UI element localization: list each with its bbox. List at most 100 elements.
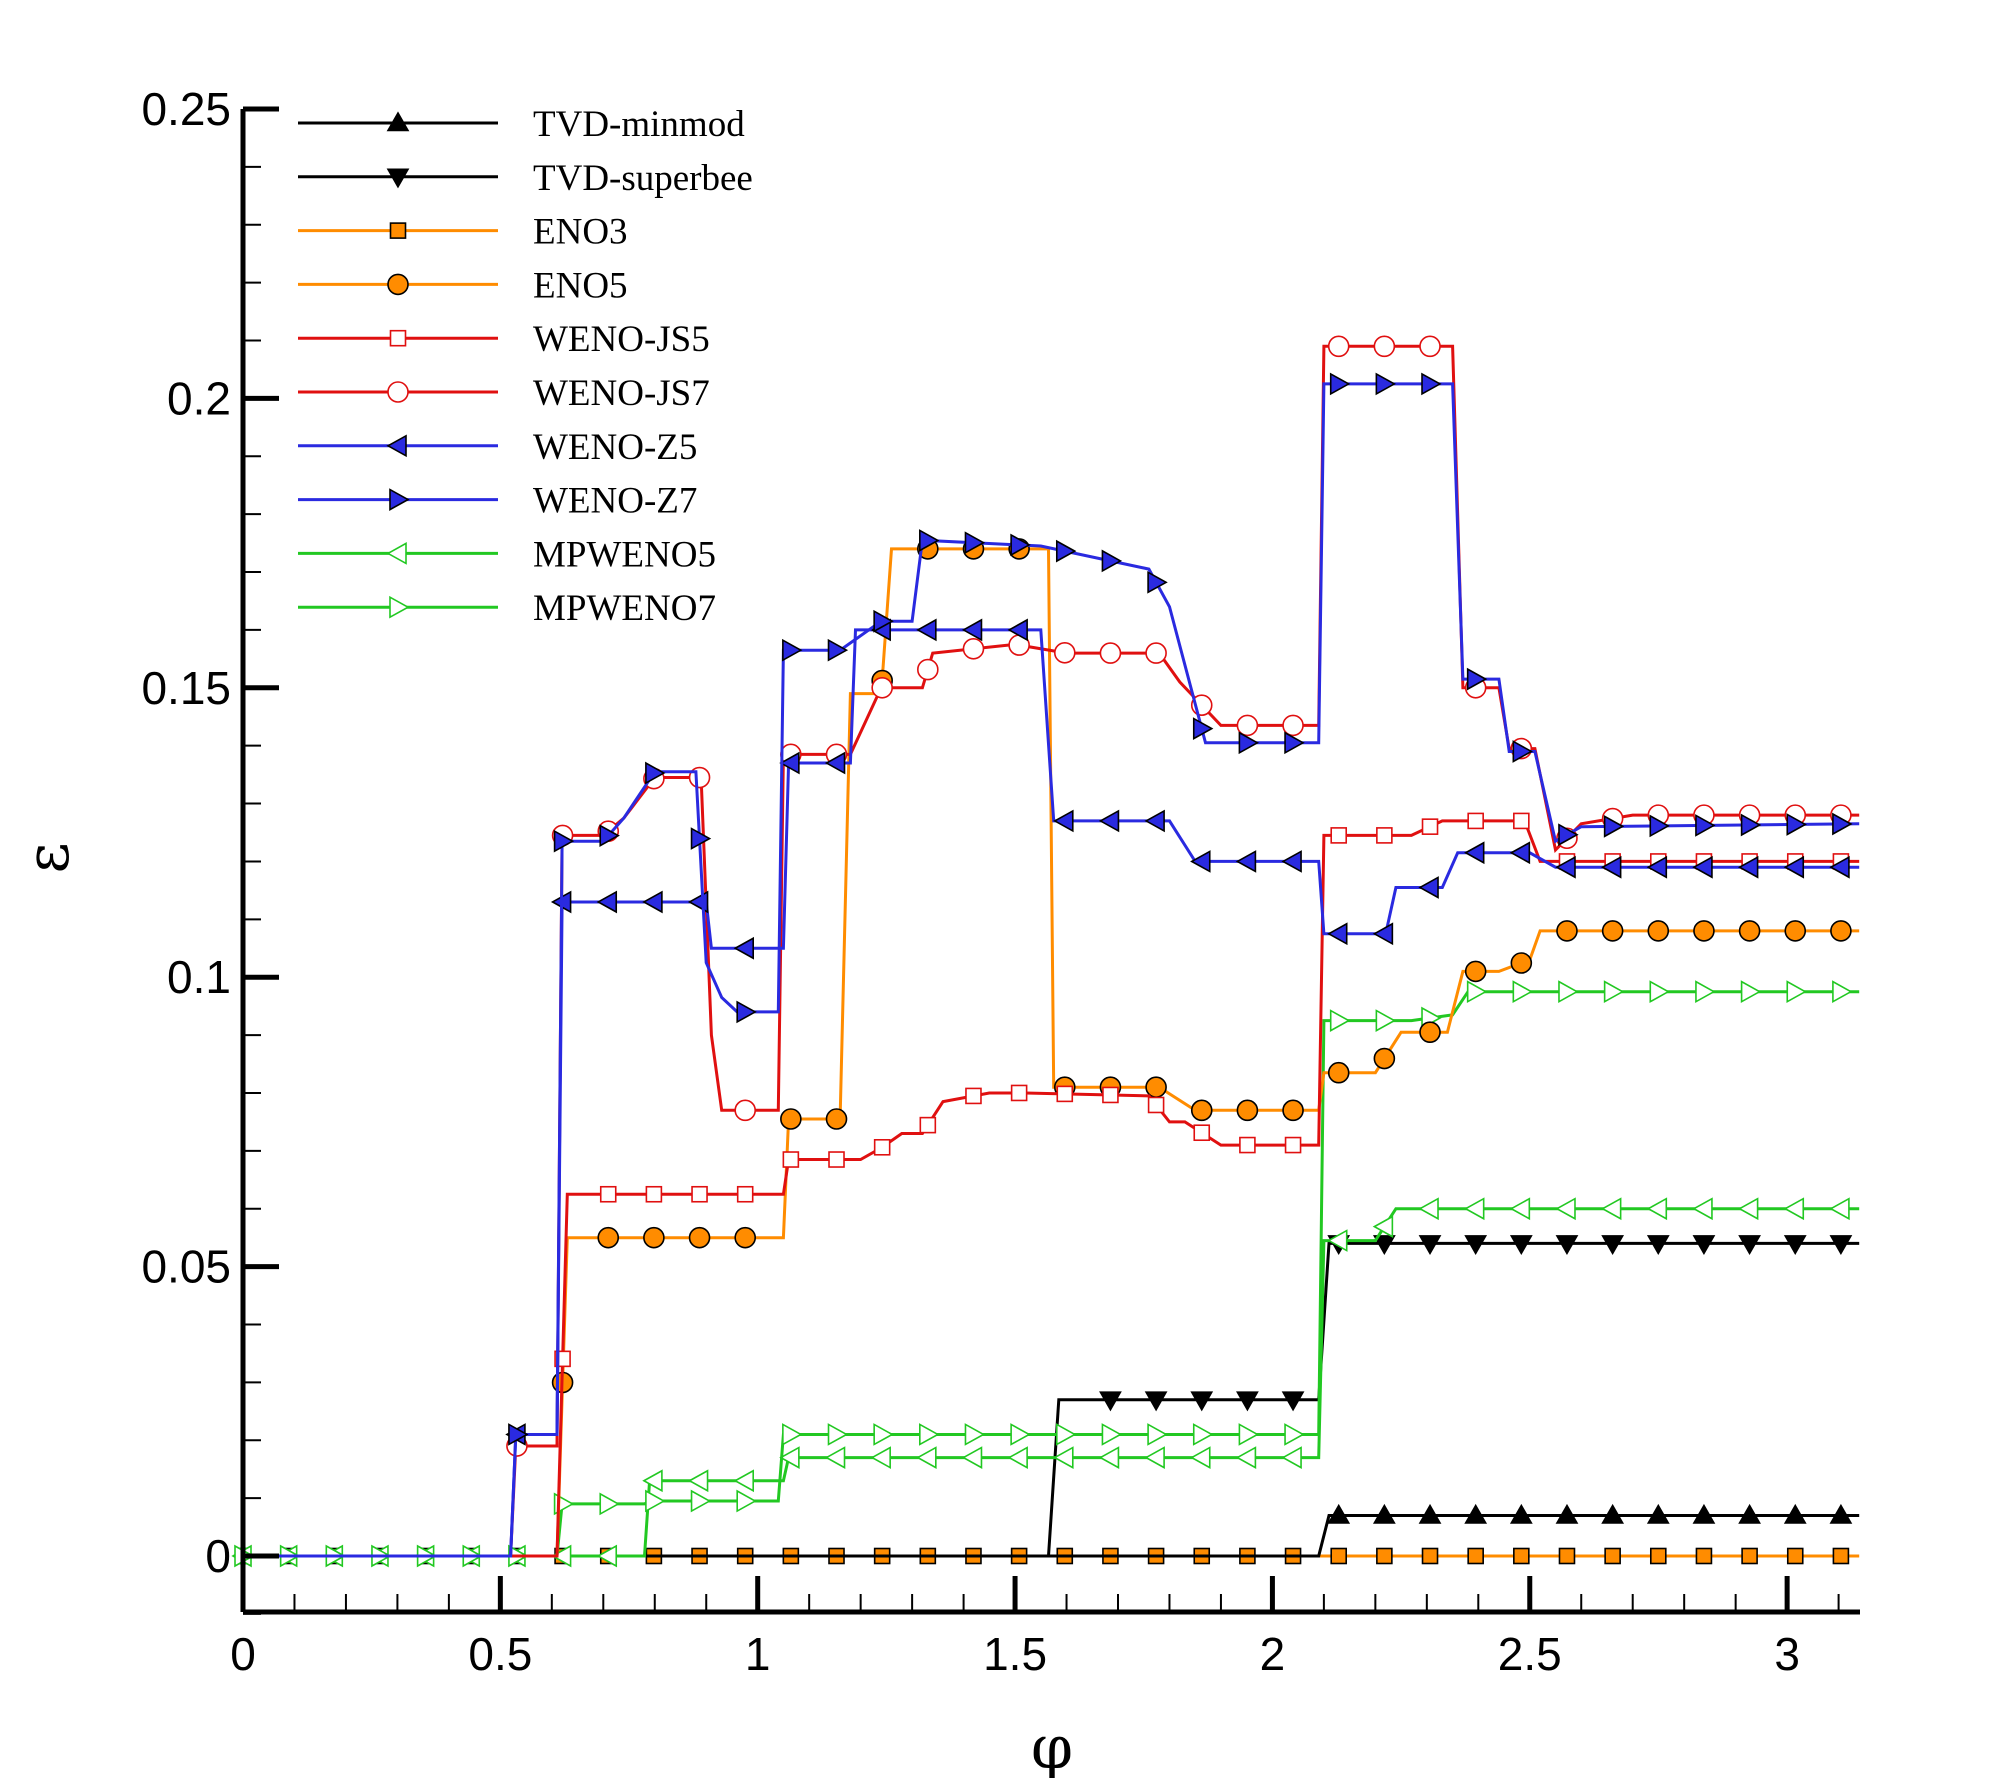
data-point xyxy=(1144,1391,1168,1412)
data-point xyxy=(690,1489,712,1513)
data-point xyxy=(1692,1235,1716,1256)
data-point xyxy=(1832,812,1853,836)
x-tick-label: 0 xyxy=(230,1628,256,1680)
data-point xyxy=(1421,818,1439,835)
data-point xyxy=(1284,1136,1302,1154)
data-point xyxy=(1007,1446,1028,1469)
data-point xyxy=(1010,1423,1031,1446)
data-point xyxy=(1373,1047,1396,1070)
legend-marker xyxy=(389,488,410,511)
data-point xyxy=(1646,855,1668,879)
legend-label: ENO3 xyxy=(533,212,628,253)
data-point xyxy=(962,637,985,660)
data-point xyxy=(1738,920,1761,942)
data-point xyxy=(1464,841,1485,865)
legend-item: TVD-minmod xyxy=(298,104,745,145)
data-point xyxy=(1692,1197,1713,1221)
x-tick-label: 1 xyxy=(745,1628,771,1680)
data-point xyxy=(1099,1391,1122,1412)
data-point xyxy=(1010,1084,1028,1102)
data-point xyxy=(965,1087,982,1105)
data-point xyxy=(1558,980,1579,1004)
legend-label: MPWENO7 xyxy=(533,588,716,629)
data-point xyxy=(919,1116,937,1134)
data-point xyxy=(1190,1446,1211,1469)
data-point xyxy=(1649,814,1670,838)
data-point xyxy=(733,1469,755,1493)
data-point xyxy=(1147,1423,1168,1446)
legend-label: MPWENO5 xyxy=(533,534,716,575)
data-point xyxy=(687,1469,709,1493)
legend-item: ENO5 xyxy=(298,265,628,306)
data-point xyxy=(1556,920,1578,942)
data-point xyxy=(736,1185,754,1203)
data-point xyxy=(1281,1446,1302,1469)
data-point xyxy=(1647,920,1670,942)
data-point xyxy=(1738,1235,1761,1256)
data-point xyxy=(1555,1235,1579,1256)
data-point xyxy=(1235,1446,1257,1469)
data-point xyxy=(1558,1547,1576,1565)
legend-item: MPWENO7 xyxy=(298,588,716,629)
x-axis-title: φ xyxy=(1031,1713,1073,1778)
data-point xyxy=(1376,1547,1393,1565)
series-weno-z7 xyxy=(243,372,1860,1558)
data-point xyxy=(1098,809,1120,833)
y-tick-label: 0.15 xyxy=(141,662,231,714)
data-point xyxy=(1236,1391,1259,1412)
data-point xyxy=(1193,1124,1211,1142)
data-point xyxy=(1373,335,1396,358)
data-point xyxy=(964,531,986,555)
data-point xyxy=(1102,1086,1119,1104)
data-point xyxy=(1509,1235,1533,1256)
data-point xyxy=(828,1151,845,1168)
data-point xyxy=(645,761,666,785)
data-point xyxy=(1145,1076,1167,1098)
plot-area xyxy=(231,335,1860,1568)
legend-item: WENO-Z5 xyxy=(298,427,697,468)
data-point xyxy=(1467,1547,1484,1565)
data-point xyxy=(964,1423,986,1446)
data-point xyxy=(919,1423,940,1446)
data-point xyxy=(780,1108,802,1130)
legend-label: WENO-Z5 xyxy=(533,427,697,468)
series-line xyxy=(243,1241,1860,1558)
data-point xyxy=(550,1544,572,1568)
data-point xyxy=(779,1446,800,1469)
data-point xyxy=(782,1423,803,1446)
data-point xyxy=(1555,855,1576,879)
x-tick-label: 1.5 xyxy=(983,1628,1047,1680)
legend-marker xyxy=(386,168,410,189)
axes xyxy=(240,106,1860,1615)
data-point xyxy=(642,1469,663,1493)
data-point xyxy=(1147,570,1168,594)
data-point xyxy=(961,618,983,642)
data-point xyxy=(1784,920,1807,942)
data-point xyxy=(643,1226,665,1249)
data-point xyxy=(1786,1547,1804,1565)
data-point xyxy=(1466,667,1488,691)
data-point xyxy=(736,1000,757,1024)
data-point xyxy=(1509,1503,1533,1524)
data-point xyxy=(1558,823,1579,847)
data-point xyxy=(1513,1547,1530,1565)
data-point xyxy=(825,1108,848,1130)
data-point xyxy=(1419,335,1441,358)
data-point xyxy=(1695,980,1716,1004)
data-point xyxy=(871,676,893,699)
legend-marker xyxy=(386,542,407,565)
data-point xyxy=(1055,1423,1077,1446)
data-point xyxy=(736,1489,757,1513)
legend-marker xyxy=(387,273,409,296)
legend-item: WENO-Z7 xyxy=(298,481,697,522)
data-point xyxy=(1695,1547,1713,1565)
y-tick-label: 0.1 xyxy=(167,951,231,1003)
data-point xyxy=(596,890,618,914)
tick-labels: 0 0.05 0.1 0.15 0.2 0.25 0 0.5 1 1.5 2 2.5 3 xyxy=(141,83,1799,1680)
data-point xyxy=(1053,641,1076,664)
data-point xyxy=(1147,1096,1165,1114)
data-point xyxy=(1603,815,1625,838)
data-point xyxy=(782,1151,800,1168)
data-point xyxy=(1418,876,1439,899)
data-point xyxy=(1783,1197,1805,1221)
